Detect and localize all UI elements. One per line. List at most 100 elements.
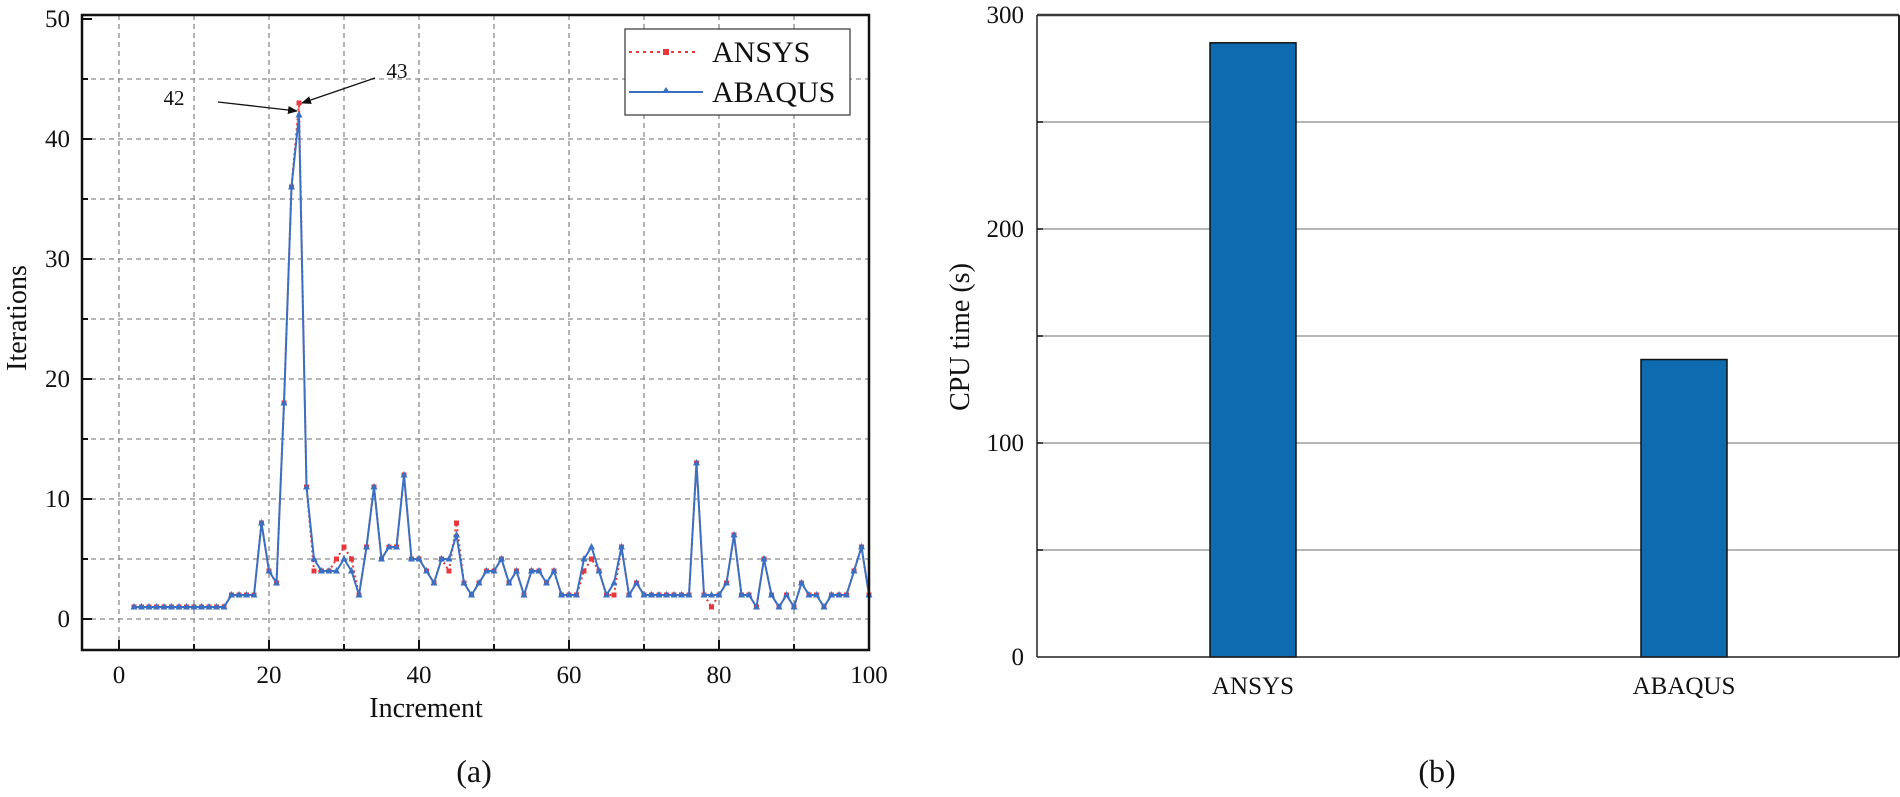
y-tick-label: 40 [45, 126, 70, 153]
abaqus-marker [835, 591, 843, 598]
abaqus-marker [783, 591, 790, 598]
panel-b-caption: (b) [1418, 753, 1455, 789]
abaqus-marker [243, 591, 250, 598]
abaqus-marker [355, 591, 363, 598]
abaqus-marker [438, 555, 445, 562]
abaqus-marker [610, 579, 618, 586]
abaqus-marker [393, 543, 400, 550]
abaqus-marker [235, 591, 243, 598]
x-tick-label: 20 [257, 662, 282, 689]
ansys-marker [709, 604, 714, 610]
abaqus-marker [295, 111, 303, 118]
abaqus-marker [753, 603, 760, 610]
panel-b-bar-chart: 0 100 200 300 ANSYS ABAQUS CPU time (s) (b) [945, 2, 1900, 789]
abaqus-marker [160, 603, 168, 610]
abaqus-marker [303, 483, 310, 490]
y-tick-label: 30 [45, 246, 70, 273]
abaqus-marker [378, 555, 385, 562]
abaqus-marker [633, 579, 640, 586]
abaqus-marker [760, 555, 768, 562]
bar-ansys [1209, 42, 1297, 658]
abaqus-marker [768, 591, 775, 598]
abaqus-marker [175, 603, 183, 610]
abaqus-marker [813, 591, 820, 598]
abaqus-marker [528, 567, 535, 574]
abaqus-marker [130, 603, 138, 610]
panel-a-ticks: 0 20 40 60 80 100 0 10 20 30 40 50 [45, 6, 888, 689]
abaqus-marker [348, 567, 355, 574]
annotation-43-label: 43 [387, 59, 408, 83]
abaqus-marker [213, 603, 220, 610]
abaqus-marker [505, 579, 513, 586]
legend-abaqus-marker [662, 87, 670, 93]
abaqus-marker [543, 579, 550, 586]
abaqus-marker [535, 567, 543, 574]
x-tick-label: 40 [407, 662, 432, 689]
y-tick-label: 10 [45, 486, 70, 513]
abaqus-marker [138, 603, 145, 610]
abaqus-marker [685, 591, 693, 598]
legend-ansys-label: ANSYS [712, 36, 810, 69]
abaqus-marker [250, 591, 258, 598]
abaqus-marker [655, 591, 663, 598]
annotation-43-arrow [301, 77, 376, 104]
abaqus-marker [828, 591, 835, 598]
ansys-marker [334, 556, 339, 562]
x-tick-label: 80 [707, 662, 732, 689]
bar-abaqus [1640, 358, 1728, 658]
abaqus-marker [333, 567, 340, 574]
abaqus-marker [513, 567, 520, 574]
abaqus-marker [498, 555, 505, 562]
abaqus-marker [408, 555, 415, 562]
abaqus-marker [280, 399, 288, 406]
x-tick-label: 0 [113, 662, 126, 689]
abaqus-marker [318, 567, 325, 574]
x-category-label-ansys: ANSYS [1212, 673, 1294, 700]
abaqus-marker [790, 603, 798, 610]
abaqus-marker [190, 603, 198, 610]
legend-box [624, 28, 851, 116]
abaqus-marker [310, 555, 318, 562]
abaqus-marker [168, 603, 175, 610]
y-tick-label: 50 [45, 6, 70, 33]
abaqus-marker [640, 591, 648, 598]
abaqus-marker [273, 579, 280, 586]
abaqus-marker [468, 591, 475, 598]
abaqus-marker [198, 603, 205, 610]
y-tick-label: 200 [987, 216, 1025, 243]
abaqus-marker [820, 603, 828, 610]
y-tick-label: 0 [1012, 644, 1025, 671]
abaqus-marker [565, 591, 573, 598]
ansys-marker [349, 556, 354, 562]
panel-a-line-chart: 0 20 40 60 80 100 0 10 20 30 40 50 42 43 ANSYS ABAQUS… [2, 6, 888, 789]
abaqus-marker [693, 459, 700, 466]
ansys-marker [611, 592, 617, 598]
abaqus-marker [678, 591, 685, 598]
abaqus-marker [228, 591, 235, 598]
abaqus-marker [460, 579, 468, 586]
abaqus-marker [205, 603, 213, 610]
abaqus-line [134, 114, 870, 610]
abaqus-marker [363, 543, 370, 550]
x-tick-label: 100 [850, 662, 888, 689]
panel-a-series [130, 100, 873, 610]
panel-b-ticks: 0 100 200 300 ANSYS ABAQUS [987, 2, 1736, 700]
abaqus-marker [580, 555, 588, 562]
abaqus-marker [423, 567, 430, 574]
annotation-42-label: 42 [164, 86, 185, 110]
abaqus-marker [625, 591, 633, 598]
x-category-label-abaqus: ABAQUS [1633, 673, 1736, 700]
legend-abaqus-label: ABAQUS [712, 76, 835, 109]
abaqus-marker [730, 531, 738, 538]
abaqus-marker [603, 591, 610, 598]
abaqus-marker [145, 603, 153, 610]
panel-a-caption: (a) [456, 753, 492, 789]
y-tick-label: 20 [45, 366, 70, 393]
ansys-marker [296, 100, 302, 106]
abaqus-marker [723, 579, 730, 586]
abaqus-marker [648, 591, 655, 598]
panel-b-y-axis-title: CPU time (s) [945, 263, 976, 411]
abaqus-marker [183, 603, 190, 610]
annotation-42-arrow [217, 101, 298, 114]
ansys-marker [581, 568, 587, 574]
